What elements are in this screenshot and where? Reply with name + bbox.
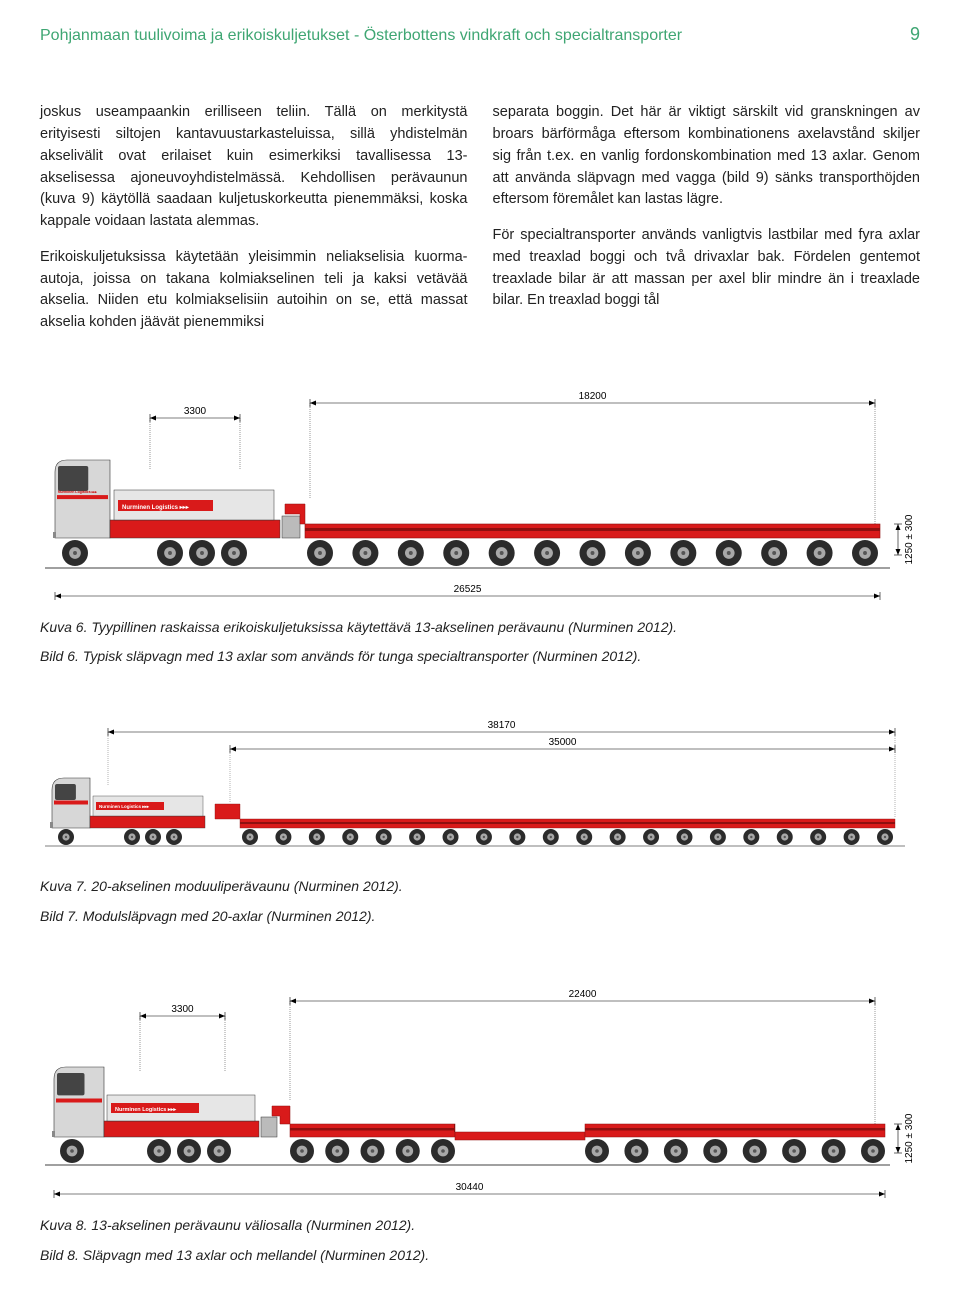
truck7-svg: 38170 35000 Nurminen Logistics ▸▸▸ [40,717,920,867]
page-header: Pohjanmaan tuulivoima ja erikoiskuljetuk… [40,12,920,47]
figure6-caption-fi: Kuva 6. Tyypillinen raskaissa erikoiskul… [40,618,920,638]
svg-text:Nurminen Logistics ▸▸▸: Nurminen Logistics ▸▸▸ [122,505,190,511]
figure8-caption-sv: Bild 8. Släpvagn med 13 axlar och mellan… [40,1246,920,1266]
paragraph: Erikoiskuljetuksissa käytetään yleisimmi… [40,247,468,334]
svg-text:26525: 26525 [454,584,482,595]
svg-text:3300: 3300 [171,1004,194,1015]
figure7-caption-fi: Kuva 7. 20-akselinen moduuliperävaunu (N… [40,877,920,897]
left-column: joskus useampaankin erilliseen teliin. T… [40,102,468,348]
page-number: 9 [910,22,920,47]
figure-6: 3300 18200 Nurminen Logistics ▸▸▸ Nurminen … [40,378,920,667]
svg-text:22400: 22400 [569,989,597,1000]
truck-diagram-6: 3300 18200 Nurminen Logistics ▸▸▸ Nurminen … [40,378,920,608]
svg-text:Nurminen Logistics ▸▸▸: Nurminen Logistics ▸▸▸ [115,1107,177,1113]
svg-text:18200: 18200 [579,391,607,402]
figure-8: 3300 22400 Nurminen Logistics ▸▸▸ 1250 ± 30… [40,976,920,1265]
svg-text:1250 ± 300: 1250 ± 300 [904,514,915,564]
figure6-caption-sv: Bild 6. Typisk släpvagn med 13 axlar som… [40,647,920,667]
truck6-svg: 3300 18200 Nurminen Logistics ▸▸▸ Nurminen … [40,378,920,608]
paragraph: joskus useampaankin erilliseen teliin. T… [40,102,468,233]
paragraph: För specialtransporter används vanligtvi… [493,225,921,312]
svg-text:1250 ± 300: 1250 ± 300 [904,1113,915,1163]
svg-text:30440: 30440 [456,1182,484,1193]
svg-text:35000: 35000 [549,737,577,748]
truck8-svg: 3300 22400 Nurminen Logistics ▸▸▸ 1250 ± 30… [40,976,920,1206]
truck-diagram-7: 38170 35000 Nurminen Logistics ▸▸▸ [40,717,920,867]
svg-text:Nurminen Logistics ▸▸▸: Nurminen Logistics ▸▸▸ [99,804,150,809]
figure-7: 38170 35000 Nurminen Logistics ▸▸▸ Kuva 7.… [40,717,920,926]
truck-diagram-8: 3300 22400 Nurminen Logistics ▸▸▸ 1250 ± 30… [40,976,920,1206]
paragraph: separata boggin. Det här är viktigt särs… [493,102,921,211]
svg-text:Nurminen Logistics ▸▸▸: Nurminen Logistics ▸▸▸ [58,490,98,494]
figure7-caption-sv: Bild 7. Modulsläpvagn med 20-axlar (Nurm… [40,907,920,927]
svg-text:38170: 38170 [488,720,516,731]
text-columns: joskus useampaankin erilliseen teliin. T… [40,102,920,348]
figure8-caption-fi: Kuva 8. 13-akselinen perävaunu väliosall… [40,1216,920,1236]
right-column: separata boggin. Det här är viktigt särs… [493,102,921,348]
svg-text:3300: 3300 [184,406,207,417]
header-title: Pohjanmaan tuulivoima ja erikoiskuljetuk… [40,25,682,47]
